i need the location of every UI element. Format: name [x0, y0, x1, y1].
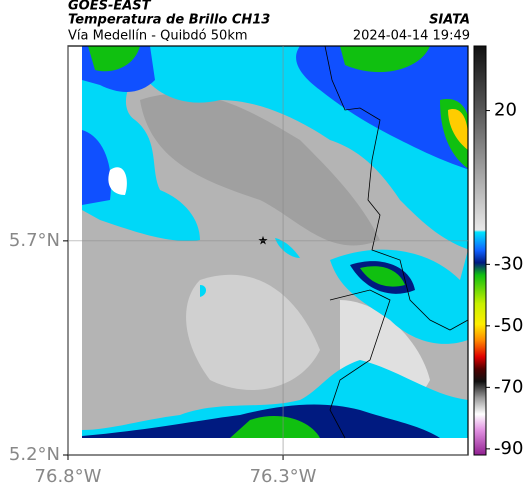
colorbar-tick-label: -70: [494, 376, 523, 397]
title: Temperatura de Brillo CH13: [68, 13, 270, 28]
colorbar-tick-label: 20: [494, 100, 517, 121]
colorbar: [473, 45, 487, 456]
x-tick-label: 76.8°W: [35, 466, 102, 487]
boundaries: [324, 45, 469, 439]
y-tick-label: 5.7°N: [9, 230, 60, 251]
colorbar-tick-label: -50: [494, 315, 523, 336]
station-marker: ★: [258, 234, 269, 248]
brand: SIATA: [429, 13, 470, 28]
source: GOES-EAST: [68, 0, 152, 14]
satellite-image: [82, 46, 468, 438]
colorbar-tick-label: -90: [494, 438, 523, 459]
colorbar-tick-label: -30: [494, 253, 523, 274]
subtitle: Vía Medellín - Quibdó 50km: [68, 29, 248, 44]
y-tick-label: 5.2°N: [9, 444, 60, 465]
timestamp: 2024-04-14 19:49: [353, 29, 470, 44]
x-tick-label: 76.3°W: [250, 466, 317, 487]
